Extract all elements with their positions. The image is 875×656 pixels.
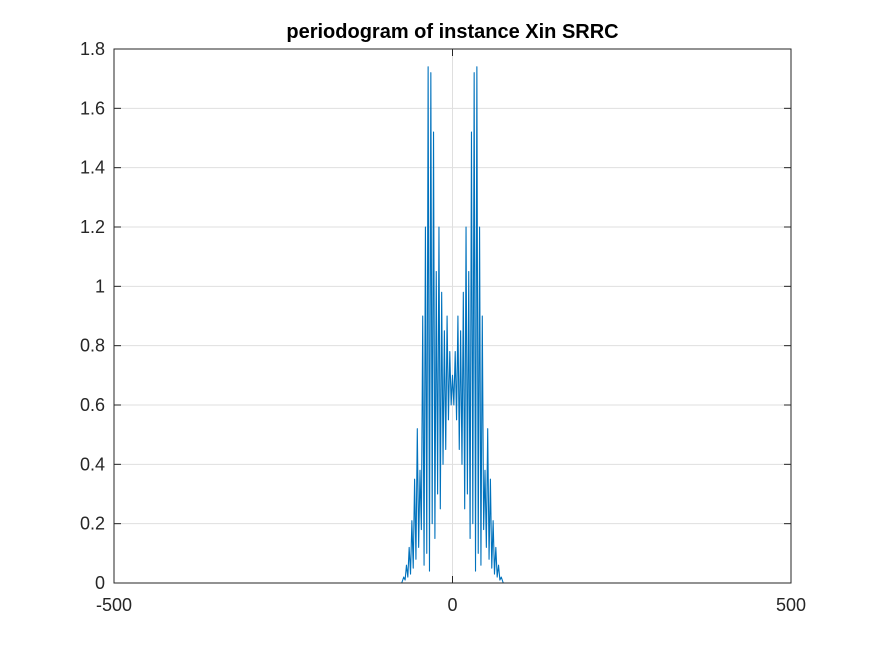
y-tick-label: 1 (95, 276, 105, 296)
chart-title: periodogram of instance Xin SRRC (286, 21, 618, 43)
x-tick-label: -500 (96, 595, 132, 615)
y-tick-label: 1.6 (80, 98, 105, 118)
y-tick-label: 1.4 (80, 158, 105, 178)
y-tick-label: 1.8 (80, 39, 105, 59)
series-line (114, 66, 791, 584)
y-tick-label: 0.6 (80, 395, 105, 415)
grid (114, 49, 791, 583)
x-tick-label: 0 (447, 595, 457, 615)
y-tick-label: 1.2 (80, 217, 105, 237)
y-tick-label: 0.8 (80, 336, 105, 356)
x-tick-label: 500 (776, 595, 806, 615)
axis-ticks: 00.20.40.60.811.21.41.61.8-500 0 500 (80, 39, 806, 615)
y-tick-label: 0 (95, 573, 105, 593)
y-tick-label: 0.2 (80, 514, 105, 534)
y-tick-label: 0.4 (80, 454, 105, 474)
